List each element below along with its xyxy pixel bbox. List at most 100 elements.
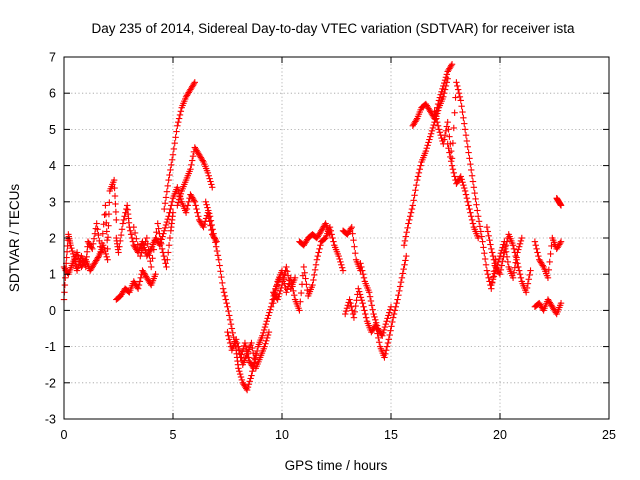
- data-point: [168, 161, 175, 169]
- data-point: [264, 315, 271, 322]
- data-point: [276, 290, 283, 297]
- x-tick-label: 15: [384, 428, 398, 442]
- data-point: [284, 286, 291, 293]
- data-point: [115, 249, 122, 256]
- data-point: [512, 259, 519, 266]
- data-point: [74, 264, 82, 271]
- data-point: [158, 240, 165, 247]
- y-tick-label: 6: [49, 87, 56, 101]
- data-point: [162, 194, 170, 201]
- data-point: [224, 303, 231, 310]
- data-point: [372, 319, 380, 326]
- data-point: [174, 202, 181, 209]
- data-point: [464, 143, 471, 150]
- data-point: [501, 238, 508, 245]
- data-point: [385, 312, 392, 319]
- data-point: [464, 198, 471, 205]
- y-tick-label: 4: [49, 159, 56, 173]
- data-point: [454, 86, 462, 93]
- data-point: [495, 255, 503, 263]
- data-point: [212, 239, 219, 246]
- data-point: [193, 205, 200, 213]
- y-tick-label: -2: [45, 376, 56, 390]
- data-point: [200, 223, 207, 231]
- data-point: [434, 104, 441, 111]
- data-point: [382, 320, 389, 328]
- data-point: [389, 314, 397, 321]
- data-point: [414, 173, 422, 180]
- data-point: [471, 189, 478, 197]
- data-point: [417, 162, 424, 169]
- data-point: [517, 237, 525, 245]
- data-point: [447, 153, 454, 161]
- data-point: [117, 231, 125, 239]
- y-tick-label: 3: [49, 195, 56, 209]
- data-point: [155, 225, 162, 232]
- data-point: [75, 255, 83, 262]
- data-point: [226, 336, 233, 343]
- data-point: [227, 320, 235, 328]
- data-point: [91, 230, 99, 237]
- data-point: [101, 247, 109, 255]
- data-point: [468, 216, 476, 224]
- data-point: [237, 354, 245, 361]
- data-point: [382, 350, 389, 358]
- data-point: [284, 272, 292, 279]
- data-point: [449, 166, 457, 173]
- data-point: [278, 281, 286, 289]
- data-point: [455, 90, 463, 97]
- data-point: [386, 331, 393, 339]
- data-point: [175, 196, 183, 203]
- data-point: [204, 169, 212, 177]
- data-point: [426, 136, 433, 143]
- data-point: [303, 281, 310, 288]
- data-point: [472, 195, 479, 203]
- y-tick-label: 2: [49, 232, 56, 246]
- data-point: [213, 247, 221, 255]
- data-point: [360, 303, 367, 310]
- data-point: [399, 270, 406, 277]
- data-point: [168, 198, 176, 205]
- data-point: [545, 266, 553, 274]
- data-point: [223, 299, 230, 307]
- data-point: [447, 62, 455, 69]
- data-point: [474, 207, 481, 214]
- data-point: [490, 256, 498, 263]
- data-point: [221, 292, 229, 300]
- data-point: [496, 252, 504, 260]
- data-point: [448, 162, 456, 169]
- data-point: [381, 323, 389, 331]
- data-point: [485, 274, 492, 282]
- data-point: [128, 234, 136, 242]
- data-point: [453, 79, 460, 86]
- data-point: [351, 243, 358, 250]
- data-point: [391, 307, 399, 314]
- data-point: [465, 202, 472, 209]
- data-point: [459, 108, 466, 116]
- data-point: [357, 260, 364, 267]
- data-point: [112, 200, 119, 208]
- data-point: [219, 285, 227, 292]
- data-point: [384, 315, 391, 322]
- data-point: [431, 108, 438, 115]
- y-tick-label: -1: [45, 340, 56, 354]
- data-point: [102, 202, 109, 209]
- data-point: [424, 142, 431, 149]
- data-point: [233, 339, 241, 347]
- data-point: [475, 218, 483, 225]
- data-point: [302, 275, 309, 282]
- data-point: [461, 187, 469, 195]
- data-point: [336, 255, 343, 263]
- data-point: [400, 265, 407, 273]
- data-point: [348, 303, 355, 310]
- data-point: [191, 198, 198, 205]
- data-point: [535, 252, 542, 260]
- x-tick-label: 0: [61, 428, 68, 442]
- data-point: [356, 291, 364, 298]
- data-point: [488, 249, 496, 256]
- data-point: [366, 289, 373, 296]
- data-point: [329, 234, 336, 242]
- data-point: [94, 226, 101, 233]
- data-point: [384, 339, 392, 347]
- data-point: [112, 208, 120, 216]
